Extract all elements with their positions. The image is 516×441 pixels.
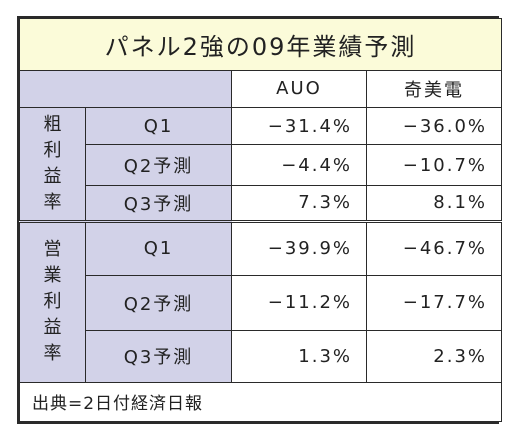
row-label: Q3予測 <box>85 329 232 383</box>
value-cell: −4.4% <box>231 144 367 186</box>
row-label: Q1 <box>85 107 232 146</box>
value-cell: 1.3% <box>231 329 367 383</box>
group-label-gross-margin: 粗 利 益 率 <box>19 107 86 222</box>
group-label-operating-margin: 営 業 利 益 率 <box>19 220 86 383</box>
value-cell: −11.2% <box>231 274 367 331</box>
group-label-char: 率 <box>43 343 62 365</box>
value-cell: −39.9% <box>231 220 367 276</box>
column-header-auo: AUO <box>231 69 367 109</box>
row-label: Q3予測 <box>85 184 232 223</box>
header-blank-cell <box>19 69 232 109</box>
value-cell: 2.3% <box>366 329 502 383</box>
value-cell: 8.1% <box>366 184 502 223</box>
earnings-table: パネル2強の09年業績予測 AUO 奇美電 粗 利 益 率 Q1 −31.4% … <box>19 18 502 423</box>
group-label-char: 営 <box>43 239 62 261</box>
group-label-char: 益 <box>43 317 62 339</box>
column-header-chimei: 奇美電 <box>366 69 502 109</box>
group-label-char: 益 <box>43 166 62 188</box>
value-cell: −31.4% <box>231 107 367 146</box>
earnings-table-frame: パネル2強の09年業績予測 AUO 奇美電 粗 利 益 率 Q1 −31.4% … <box>17 16 502 424</box>
value-cell: 7.3% <box>231 184 367 223</box>
group-label-char: 利 <box>43 291 62 313</box>
value-cell: −17.7% <box>366 274 502 331</box>
value-cell: −36.0% <box>366 107 502 146</box>
group-label-char: 率 <box>43 192 62 214</box>
group-label-char: 業 <box>43 265 62 287</box>
row-label: Q2予測 <box>85 274 232 331</box>
group-label-char: 利 <box>43 140 62 162</box>
row-label: Q1 <box>85 220 232 276</box>
value-cell: −46.7% <box>366 220 502 276</box>
value-cell: −10.7% <box>366 144 502 186</box>
group-label-char: 粗 <box>43 114 62 136</box>
source-note: 出典=2日付経済日報 <box>19 381 502 423</box>
row-label: Q2予測 <box>85 144 232 186</box>
table-title: パネル2強の09年業績予測 <box>19 18 502 71</box>
